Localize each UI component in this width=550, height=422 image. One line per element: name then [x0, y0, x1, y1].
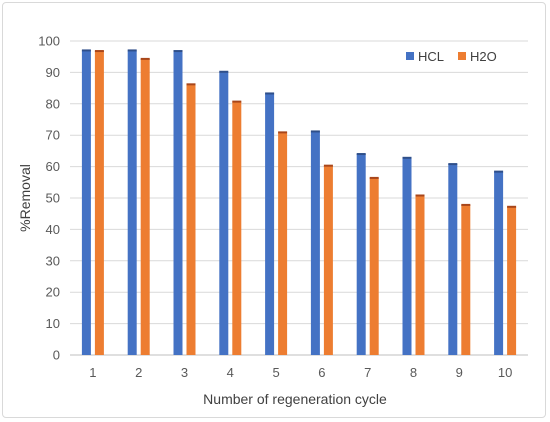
bar-h2o-1 — [94, 51, 104, 355]
legend: HCL H2O — [406, 49, 497, 64]
bar-cap-hcl-3 — [173, 50, 183, 53]
bar-cap-hcl-2 — [127, 49, 137, 52]
y-tick-labels: 0 10 20 30 40 50 60 70 80 90 100 — [38, 34, 60, 363]
x-tick-label: 4 — [227, 365, 234, 380]
x-tick-label: 2 — [135, 365, 142, 380]
y-tick-label: 80 — [46, 96, 60, 111]
y-tick-label: 60 — [46, 159, 60, 174]
bar-cap-h2o-3 — [186, 83, 196, 86]
bar-cap-h2o-6 — [323, 164, 333, 167]
bar-cap-h2o-1 — [94, 50, 104, 53]
y-tick-label: 70 — [46, 128, 60, 143]
legend-label-h2o: H2O — [470, 49, 497, 64]
bar-cap-hcl-6 — [310, 130, 320, 133]
legend-swatch-hcl — [406, 52, 414, 60]
bar-hcl-3 — [173, 51, 183, 355]
bar-cap-h2o-9 — [461, 203, 471, 206]
bar-cap-hcl-1 — [81, 49, 91, 52]
bar-hcl-6 — [310, 131, 320, 355]
y-tick-label: 100 — [38, 34, 60, 49]
x-axis-title: Number of regeneration cycle — [203, 391, 387, 407]
bar-h2o-10 — [507, 206, 517, 355]
bar-h2o-7 — [369, 177, 379, 355]
x-tick-label: 6 — [318, 365, 325, 380]
x-tick-label: 9 — [456, 365, 463, 380]
x-tick-label: 7 — [364, 365, 371, 380]
y-tick-label: 40 — [46, 222, 60, 237]
bar-hcl-10 — [494, 171, 504, 355]
bar-cap-h2o-10 — [507, 205, 517, 208]
y-tick-label: 30 — [46, 253, 60, 268]
bar-cap-h2o-8 — [415, 194, 425, 197]
bars — [81, 49, 517, 356]
y-tick-label: 20 — [46, 285, 60, 300]
x-tick-labels: 1 2 3 4 5 6 7 8 9 10 — [89, 365, 512, 380]
y-axis-title: %Removal — [17, 164, 33, 232]
bar-cap-hcl-4 — [219, 70, 229, 73]
y-tick-label: 90 — [46, 65, 60, 80]
y-tick-label: 50 — [46, 191, 60, 206]
legend-label-hcl: HCL — [418, 49, 444, 64]
legend-swatch-h2o — [458, 52, 466, 60]
bar-h2o-3 — [186, 84, 196, 355]
bar-cap-hcl-5 — [265, 92, 275, 95]
x-tick-label: 10 — [498, 365, 512, 380]
bar-cap-h2o-4 — [232, 100, 242, 103]
x-tick-label: 3 — [181, 365, 188, 380]
bar-h2o-5 — [278, 132, 288, 355]
bar-cap-hcl-9 — [448, 163, 458, 166]
bar-h2o-9 — [461, 204, 471, 355]
x-tick-label: 8 — [410, 365, 417, 380]
gridlines — [70, 40, 528, 356]
bar-cap-hcl-10 — [494, 170, 504, 173]
bar-cap-h2o-7 — [369, 176, 379, 179]
bar-hcl-8 — [402, 157, 412, 355]
bar-h2o-2 — [140, 58, 150, 355]
bar-hcl-2 — [127, 50, 137, 356]
bar-cap-hcl-7 — [356, 153, 366, 156]
bar-h2o-4 — [232, 101, 242, 356]
y-tick-label: 0 — [53, 348, 60, 363]
bar-cap-hcl-8 — [402, 156, 412, 159]
bar-cap-h2o-2 — [140, 57, 150, 60]
bar-cap-h2o-5 — [278, 131, 288, 134]
bar-hcl-9 — [448, 164, 458, 355]
bar-h2o-6 — [323, 165, 333, 355]
bar-hcl-5 — [265, 93, 275, 356]
x-tick-label: 5 — [272, 365, 279, 380]
bar-hcl-7 — [356, 154, 366, 355]
y-tick-label: 10 — [46, 316, 60, 331]
x-tick-label: 1 — [89, 365, 96, 380]
bar-hcl-4 — [219, 71, 229, 355]
bar-hcl-1 — [81, 50, 91, 356]
bar-h2o-8 — [415, 195, 425, 355]
